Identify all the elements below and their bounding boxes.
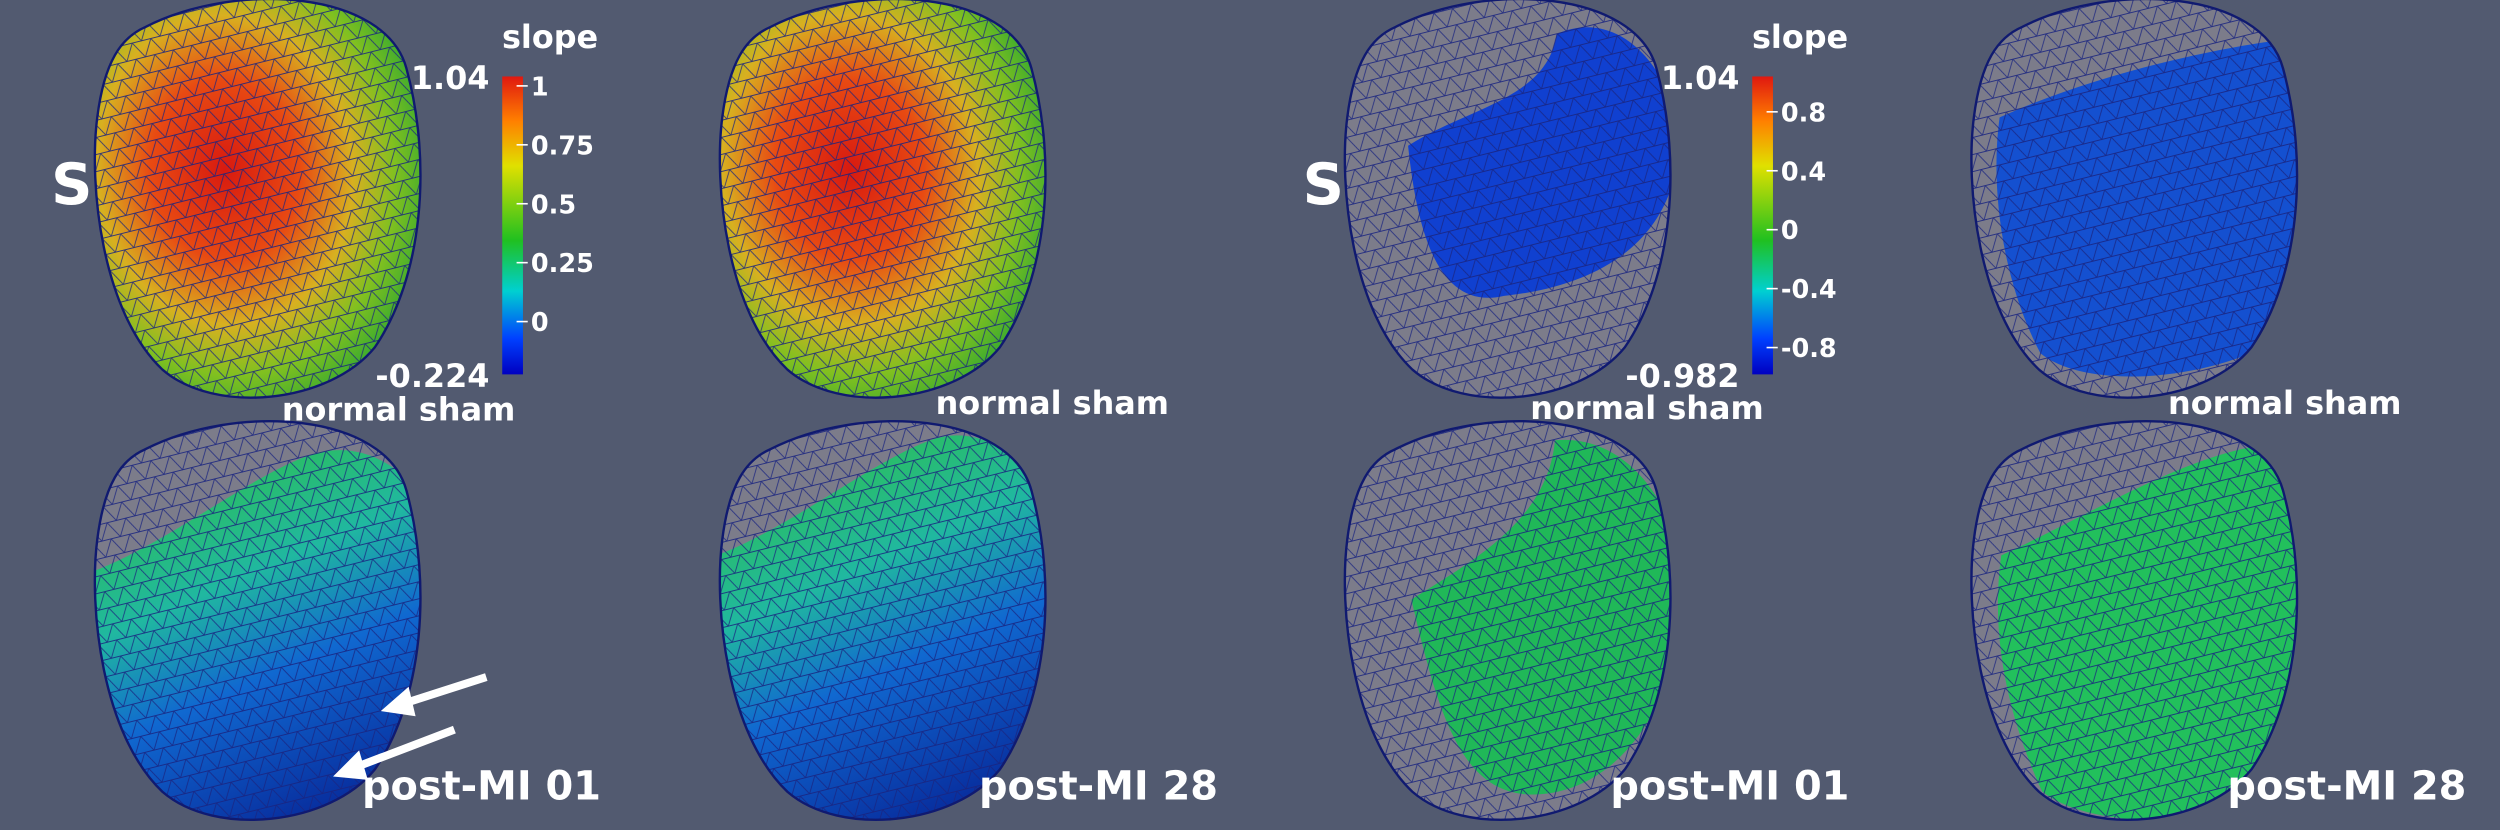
colorbar-min: -0.224 — [375, 357, 489, 395]
colorbar-tick-label: 0.8 — [1781, 98, 1826, 128]
heart-mesh — [1952, 404, 2322, 830]
caption: normal sham — [1530, 389, 1763, 427]
caption: post-MI 28 — [2227, 764, 2466, 810]
colorbar-tick-label: 0.75 — [531, 131, 594, 161]
caption: post-MI 01 — [1610, 764, 1849, 810]
heart-mesh — [1326, 0, 1696, 414]
panel-label: S — [1303, 151, 1344, 218]
colorbar-tick-label: 0.5 — [531, 190, 576, 220]
colorbar-max: 1.04 — [411, 59, 490, 97]
heart-mesh — [1952, 0, 2322, 414]
heart-mesh — [1326, 404, 1696, 830]
caption: normal sham — [282, 391, 515, 429]
colorbar — [1752, 76, 1773, 375]
colorbar-tick-label: 0.4 — [1781, 157, 1826, 187]
panel-label: S — [51, 151, 92, 218]
colorbar-max: 1.04 — [1661, 59, 1740, 97]
colorbar — [502, 76, 523, 375]
colorbar-tick-label: 0.25 — [531, 249, 594, 279]
colorbar-title: slope — [1752, 18, 1848, 56]
heart-mesh — [701, 404, 1071, 830]
caption: normal sham — [936, 384, 1169, 422]
colorbar-tick-label: 0 — [1781, 216, 1799, 246]
colorbar-min: -0.982 — [1625, 357, 1739, 395]
caption: normal sham — [2168, 384, 2401, 422]
heart-mesh — [701, 0, 1071, 414]
arrows — [333, 673, 488, 780]
colorbar-tick-label: -0.8 — [1781, 334, 1837, 364]
caption: post-MI 01 — [362, 764, 601, 810]
colorbar-title: slope — [502, 18, 598, 56]
colorbar-tick-label: -0.4 — [1781, 275, 1837, 305]
heart-mesh — [76, 0, 446, 414]
colorbar-tick-label: 1 — [531, 72, 549, 102]
colorbar-tick-label: 0 — [531, 308, 549, 338]
caption: post-MI 28 — [979, 764, 1218, 810]
